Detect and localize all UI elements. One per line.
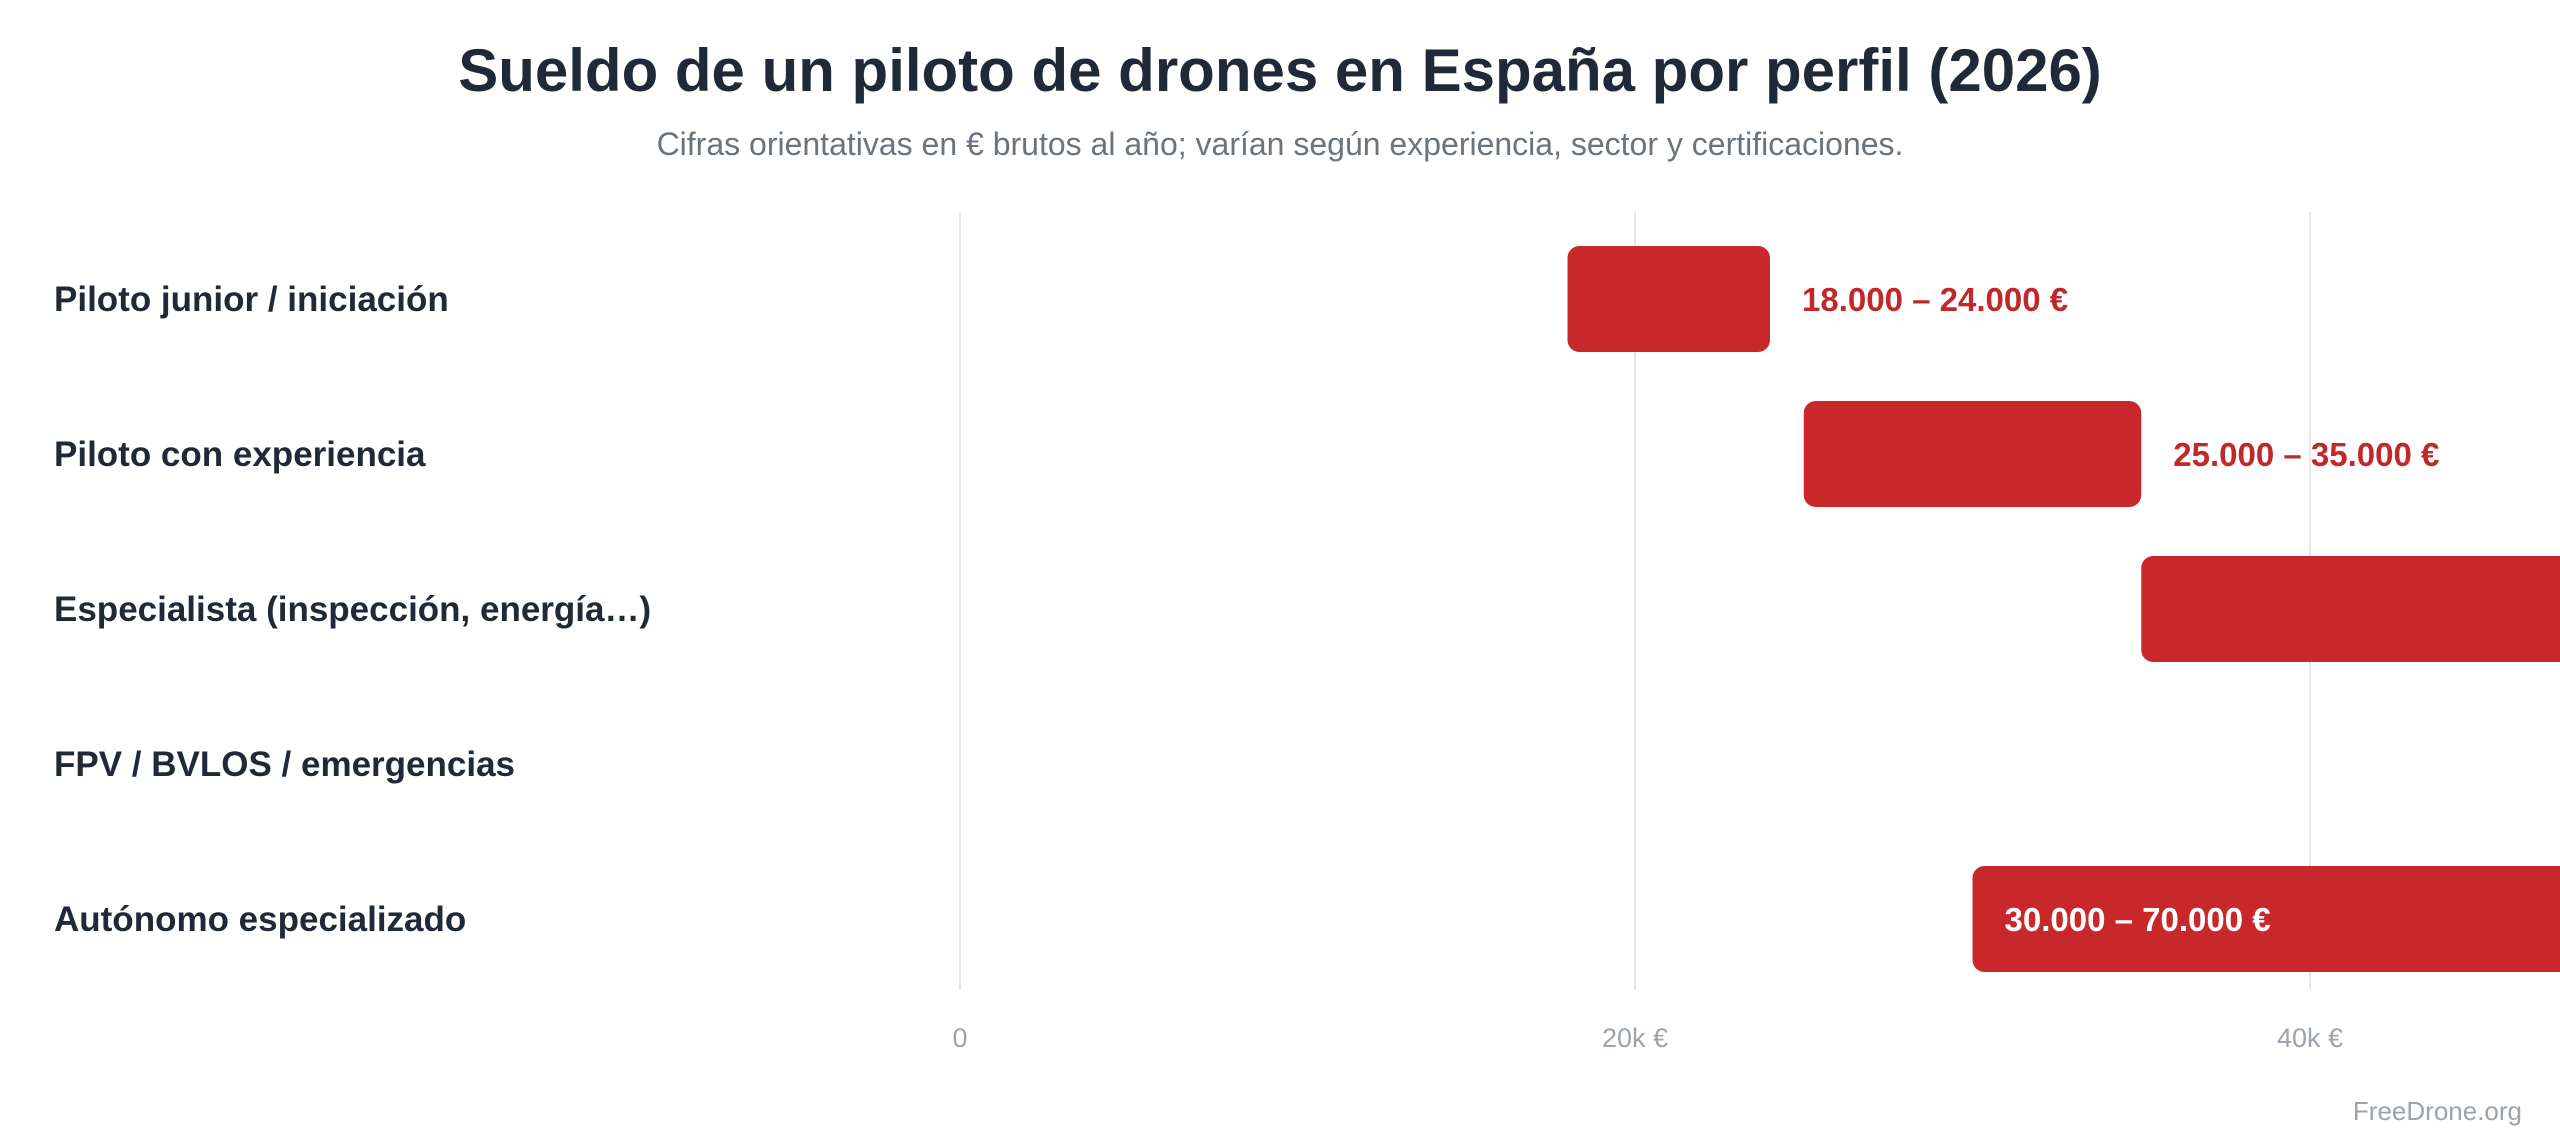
data-label: 30.000 – 70.000 €	[2005, 901, 2271, 938]
x-tick-label: 40k €	[2277, 1023, 2343, 1053]
bars	[1567, 246, 2560, 972]
category-label: Piloto junior / iniciación	[54, 280, 449, 319]
chart-subtitle: Cifras orientativas en € brutos al año; …	[656, 126, 1904, 162]
watermark: FreeDrone.org	[2352, 1096, 2522, 1126]
range-bar	[1567, 246, 1770, 352]
x-tick-label: 20k €	[1602, 1023, 1668, 1053]
x-tick-label: 0	[952, 1023, 967, 1053]
category-label: Autónomo especializado	[54, 900, 466, 939]
range-bar	[1803, 401, 2142, 507]
chart-title: Sueldo de un piloto de drones en España …	[458, 37, 2102, 104]
range-bar	[1972, 866, 2560, 972]
range-bar	[2141, 556, 2560, 662]
category-label: Piloto con experiencia	[54, 435, 426, 474]
category-label: FPV / BVLOS / emergencias	[54, 745, 515, 784]
data-label: 18.000 – 24.000 €	[1802, 281, 2068, 318]
data-label: 25.000 – 35.000 €	[2173, 436, 2439, 473]
category-label: Especialista (inspección, energía…)	[54, 590, 651, 629]
